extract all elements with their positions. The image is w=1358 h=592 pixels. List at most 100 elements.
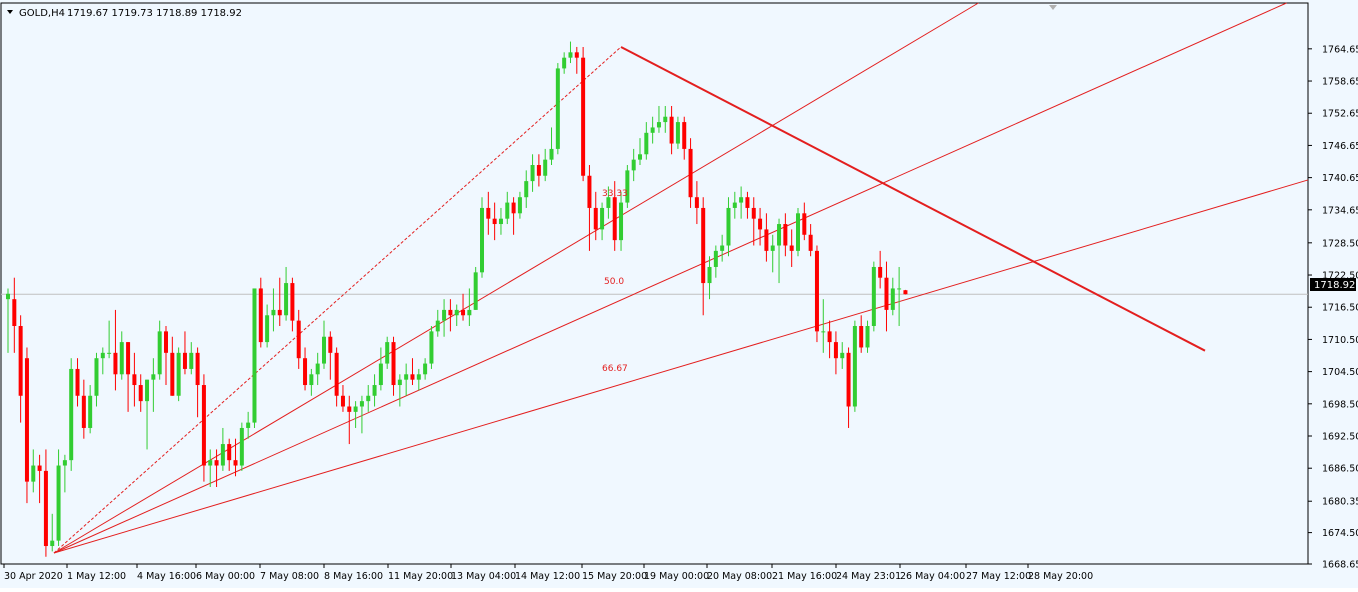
candle-body	[543, 159, 548, 176]
candle-body	[423, 363, 428, 375]
current-price-text: 1718.92	[1314, 280, 1355, 291]
y-tick-label: 1740.65	[1322, 173, 1358, 184]
y-tick-label: 1752.65	[1322, 109, 1358, 120]
candle-body	[758, 218, 763, 230]
candle-body	[151, 374, 156, 380]
candle-body	[732, 202, 737, 208]
candle-body	[713, 250, 718, 267]
candle-body	[600, 207, 605, 230]
symbol-menu-arrow[interactable]	[7, 10, 13, 14]
y-tick-label: 1686.50	[1322, 464, 1358, 475]
candle-body	[385, 342, 390, 364]
candle-body	[789, 245, 794, 251]
candle-body	[903, 290, 908, 295]
candle-body	[366, 395, 371, 402]
candle-body	[442, 309, 447, 321]
candle-body	[675, 122, 680, 144]
candle-body	[258, 288, 263, 343]
candle-body	[796, 213, 800, 251]
candle-body	[530, 165, 535, 182]
x-tick-label: 26 May 04:00	[900, 571, 965, 582]
candle-body	[638, 154, 642, 160]
trendline-layer	[620, 46, 1206, 352]
x-tick-label: 8 May 16:00	[324, 571, 383, 582]
fib-fan-ray-33[interactable]	[53, 2, 979, 554]
candles-layer	[6, 41, 908, 557]
candle-body	[277, 309, 282, 316]
candle-body	[132, 374, 137, 386]
candle-body	[720, 245, 725, 251]
candle-body	[498, 218, 503, 225]
candle-body	[663, 116, 668, 123]
candle-body	[284, 283, 289, 316]
candle-body	[751, 207, 756, 219]
candle-body	[656, 122, 661, 128]
trendline[interactable]	[620, 46, 1206, 352]
candle-body	[170, 352, 175, 396]
x-tick-label: 24 May 23:01	[836, 571, 901, 582]
candle-body	[669, 116, 674, 144]
candle-body	[448, 309, 453, 316]
candle-body	[239, 427, 244, 466]
fib-label-33: 33.33	[602, 189, 628, 199]
candle-body	[827, 331, 832, 343]
candle-body	[745, 197, 750, 208]
candle-body	[619, 202, 624, 241]
candle-body	[429, 331, 434, 364]
candle-body	[821, 331, 826, 333]
candle-body	[536, 165, 541, 176]
candle-body	[334, 352, 339, 396]
candle-body	[454, 309, 459, 316]
fib-fan-ray-50[interactable]	[53, 2, 1287, 554]
y-tick-label: 1734.65	[1322, 205, 1358, 216]
x-tick-label: 19 May 00:00	[644, 571, 709, 582]
candle-body	[587, 175, 592, 208]
candle-body	[113, 352, 118, 375]
chart-shift-marker[interactable]	[1049, 5, 1057, 10]
candle-body	[100, 352, 105, 359]
candle-body	[606, 197, 611, 208]
fib-fan-baseline[interactable]	[53, 46, 622, 554]
candle-body	[353, 406, 358, 412]
candle-body	[75, 368, 80, 396]
candle-body	[56, 465, 61, 541]
y-axis: 1668.65 1674.50 1680.35 1686.50 1692.50 1698.…	[1308, 44, 1358, 571]
candle-body	[694, 197, 699, 208]
candle-body	[555, 68, 560, 149]
candle-body	[182, 352, 187, 369]
candle-body	[164, 331, 168, 353]
candle-body	[378, 363, 383, 386]
x-tick-label: 15 May 20:00	[582, 571, 647, 582]
candle-body	[897, 288, 902, 290]
candle-body	[739, 197, 744, 203]
candle-body	[50, 540, 55, 547]
candle-body	[770, 245, 775, 251]
candle-body	[486, 207, 491, 219]
x-tick-label: 14 May 12:00	[515, 571, 580, 582]
candle-body	[612, 197, 617, 241]
y-tick-label: 1722.50	[1322, 271, 1358, 282]
candle-body	[846, 352, 851, 407]
chevron-down-icon[interactable]	[7, 10, 13, 14]
fib-label-50: 50.0	[604, 277, 624, 287]
y-tick-label: 1710.50	[1322, 335, 1358, 346]
candle-body	[309, 374, 314, 386]
symbol-label: GOLD,H4	[19, 8, 65, 19]
current-price-tag	[1310, 278, 1356, 291]
candle-body	[840, 352, 845, 359]
x-tick-label: 4 May 16:00	[137, 571, 196, 582]
candle-body	[505, 202, 510, 219]
fib-fan-ray-66[interactable]	[53, 179, 1309, 554]
candle-body	[328, 336, 333, 353]
candle-body	[549, 148, 554, 160]
candle-body	[517, 197, 522, 214]
x-tick-label: 6 May 00:00	[196, 571, 255, 582]
candle-body	[524, 181, 529, 198]
candle-body	[777, 224, 782, 246]
candle-body	[492, 218, 497, 225]
x-tick-label: 13 May 04:00	[451, 571, 516, 582]
x-tick-label: 21 May 16:00	[772, 571, 837, 582]
x-tick-label: 1 May 12:00	[67, 571, 126, 582]
